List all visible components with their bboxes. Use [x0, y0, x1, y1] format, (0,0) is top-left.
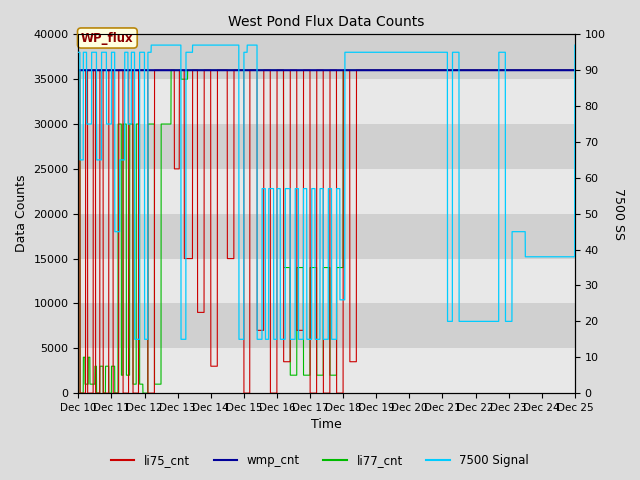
Bar	[79, 303, 575, 348]
Bar	[79, 348, 575, 393]
Y-axis label: Data Counts: Data Counts	[15, 175, 28, 252]
Text: WP_flux: WP_flux	[81, 32, 134, 45]
Bar	[79, 35, 575, 79]
Legend: li75_cnt, wmp_cnt, li77_cnt, 7500 Signal: li75_cnt, wmp_cnt, li77_cnt, 7500 Signal	[106, 449, 534, 472]
X-axis label: Time: Time	[311, 419, 342, 432]
Title: West Pond Flux Data Counts: West Pond Flux Data Counts	[228, 15, 425, 29]
Bar	[79, 169, 575, 214]
Bar	[79, 79, 575, 124]
Y-axis label: 7500 SS: 7500 SS	[612, 188, 625, 240]
Bar	[79, 214, 575, 259]
Bar	[79, 124, 575, 169]
Bar	[79, 259, 575, 303]
